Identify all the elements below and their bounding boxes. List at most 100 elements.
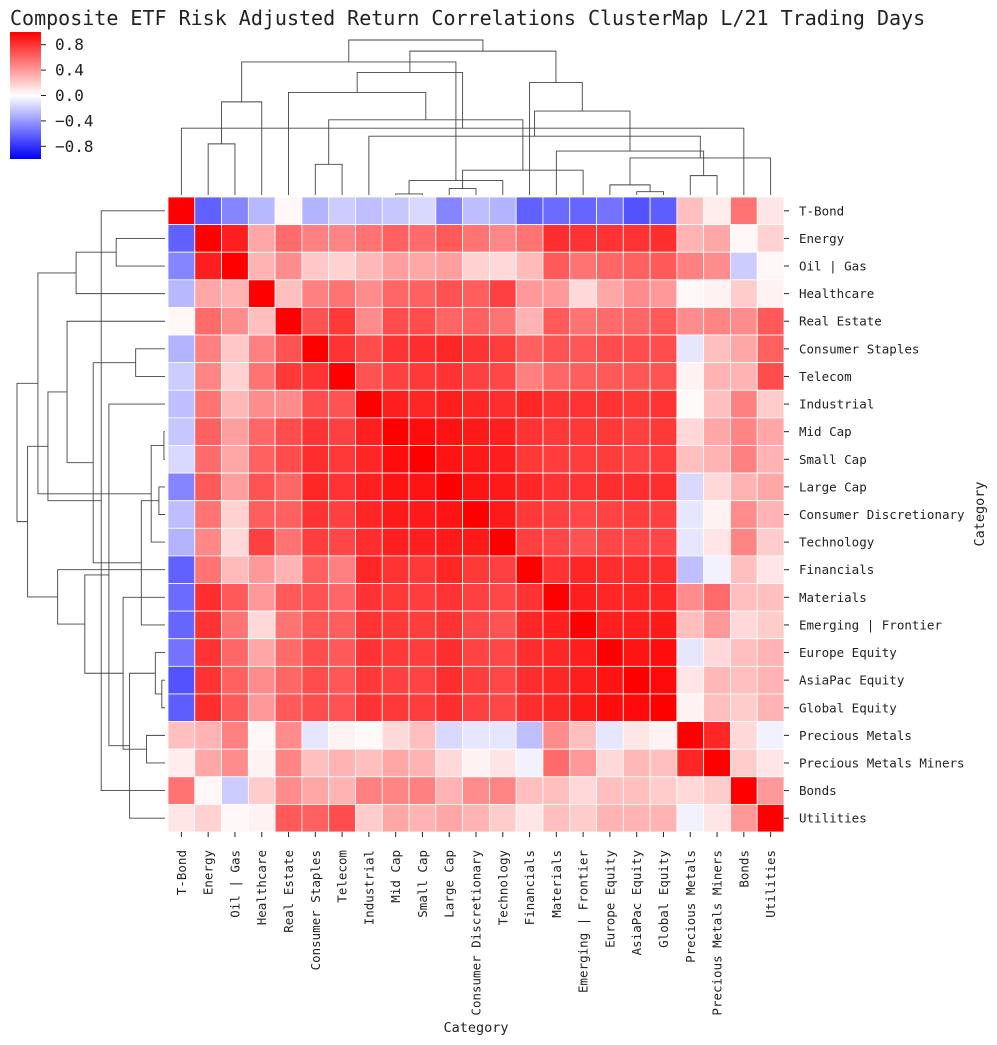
- heatmap-cell: [194, 196, 222, 226]
- heatmap-cell: [542, 445, 571, 474]
- colorbar: 0.8 0.4 0.0 −0.4 −0.8: [10, 32, 94, 159]
- heatmap-cell: [221, 527, 249, 557]
- heatmap-cell: [649, 665, 678, 695]
- heatmap-cell: [408, 362, 437, 391]
- heatmap-cell: [649, 445, 678, 474]
- column-dendrogram-link: [462, 169, 584, 195]
- heatmap-cell: [622, 196, 651, 226]
- x-tick-label-materials: Materials: [549, 850, 564, 918]
- heatmap-cell: [194, 472, 222, 502]
- heatmap-cell: [221, 445, 249, 474]
- heatmap-cell: [462, 196, 490, 226]
- heatmap-cell: [328, 307, 356, 336]
- heatmap-cell: [194, 224, 222, 253]
- heatmap-cell: [515, 665, 544, 695]
- heatmap-cell: [703, 445, 731, 474]
- heatmap-cell: [167, 224, 196, 253]
- heatmap-cell: [247, 389, 276, 419]
- heatmap-cell: [435, 334, 464, 364]
- heatmap-cell: [542, 583, 571, 612]
- heatmap-cell: [301, 362, 330, 391]
- row-dendrogram-link: [129, 672, 165, 819]
- heatmap-cell: [756, 748, 785, 778]
- heatmap-cell: [676, 776, 705, 805]
- row-dendrogram-link: [146, 734, 165, 764]
- heatmap-cell: [756, 803, 785, 833]
- heatmap-cell: [274, 693, 303, 722]
- heatmap-cell: [301, 583, 330, 612]
- heatmap-cell: [194, 693, 222, 722]
- heatmap-cell: [462, 362, 490, 391]
- row-dendrogram-link: [75, 251, 165, 295]
- heatmap-cell: [301, 776, 330, 805]
- heatmap-cell: [462, 279, 490, 308]
- heatmap-cell: [622, 693, 651, 722]
- heatmap-cell: [649, 803, 678, 833]
- heatmap-cell: [756, 527, 785, 557]
- heatmap-cell: [167, 196, 196, 226]
- heatmap-cell: [381, 527, 410, 557]
- heatmap-cell: [381, 748, 410, 778]
- heatmap-cell: [221, 500, 249, 529]
- heatmap-cell: [488, 693, 517, 722]
- heatmap-cell: [247, 638, 276, 667]
- heatmap-cell: [435, 721, 464, 750]
- heatmap-cell: [355, 334, 383, 364]
- heatmap-cell: [730, 500, 758, 529]
- y-tick-label-emerging-frontier: Emerging | Frontier: [799, 617, 942, 632]
- heatmap-cell: [569, 693, 597, 722]
- heatmap-cell: [355, 362, 383, 391]
- heatmap-cell: [328, 693, 356, 722]
- heatmap-cell: [408, 721, 437, 750]
- heatmap-cell: [649, 362, 678, 391]
- heatmap-cell: [462, 500, 490, 529]
- heatmap-cell: [596, 776, 624, 805]
- heatmap-cell: [381, 610, 410, 640]
- heatmap-cell: [676, 638, 705, 667]
- heatmap-cell: [355, 196, 383, 226]
- heatmap-cell: [381, 776, 410, 805]
- heatmap-cell: [596, 251, 624, 281]
- heatmap-cell: [676, 196, 705, 226]
- heatmap-cell: [542, 693, 571, 722]
- heatmap-cell: [756, 362, 785, 391]
- heatmap-cell: [756, 500, 785, 529]
- heatmap-cell: [221, 693, 249, 722]
- heatmap-cell: [355, 389, 383, 419]
- heatmap-cell: [301, 665, 330, 695]
- heatmap-cell: [355, 527, 383, 557]
- heatmap-cell: [247, 417, 276, 446]
- heatmap-cell: [408, 196, 437, 226]
- column-dendrogram-link: [368, 135, 701, 195]
- heatmap-cell: [408, 638, 437, 667]
- colorbar-tick-label: −0.8: [55, 137, 94, 156]
- heatmap-cell: [649, 555, 678, 584]
- column-dendrogram-link: [221, 101, 263, 195]
- heatmap-cell: [622, 307, 651, 336]
- heatmap-cell: [596, 196, 624, 226]
- heatmap-cell: [462, 610, 490, 640]
- heatmap-cell: [622, 279, 651, 308]
- heatmap-cell: [247, 251, 276, 281]
- x-tick-label-energy: Energy: [201, 850, 216, 896]
- heatmap-cell: [301, 251, 330, 281]
- heatmap-cell: [194, 583, 222, 612]
- heatmap-cell: [542, 638, 571, 667]
- x-tick-label-bonds: Bonds: [736, 850, 751, 888]
- heatmap-cell: [328, 417, 356, 446]
- heatmap-cell: [756, 721, 785, 750]
- heatmap-cell: [435, 224, 464, 253]
- heatmap-cell: [730, 527, 758, 557]
- heatmap-cell: [408, 279, 437, 308]
- heatmap-cell: [274, 638, 303, 667]
- heatmap-cell: [676, 500, 705, 529]
- heatmap-cell: [355, 583, 383, 612]
- heatmap-cell: [488, 472, 517, 502]
- colorbar-gradient: [10, 32, 41, 159]
- heatmap-cell: [355, 803, 383, 833]
- heatmap-cell: [515, 638, 544, 667]
- heatmap-cell: [542, 665, 571, 695]
- heatmap-cell: [676, 445, 705, 474]
- heatmap-cell: [569, 527, 597, 557]
- heatmap-cell: [381, 500, 410, 529]
